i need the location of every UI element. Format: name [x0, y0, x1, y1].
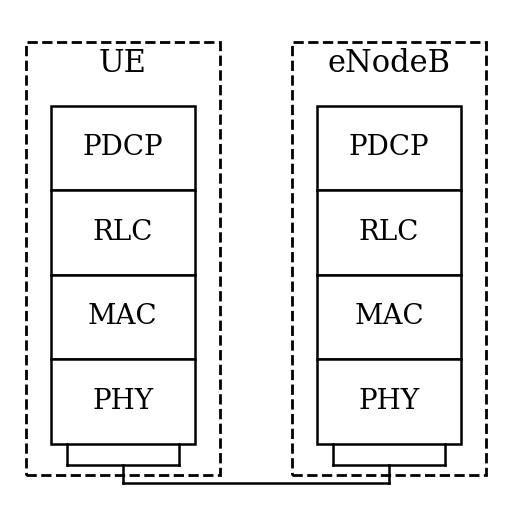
Text: eNodeB: eNodeB — [328, 48, 451, 79]
Bar — [51, 275, 195, 359]
Bar — [51, 106, 195, 190]
Text: RLC: RLC — [93, 219, 153, 246]
Bar — [292, 42, 486, 475]
Text: PHY: PHY — [92, 388, 154, 415]
Text: PDCP: PDCP — [349, 134, 430, 162]
Bar — [51, 359, 195, 444]
Bar — [317, 190, 461, 275]
Bar — [26, 42, 220, 475]
Text: RLC: RLC — [359, 219, 419, 246]
Text: MAC: MAC — [88, 303, 158, 331]
Text: UE: UE — [99, 48, 147, 79]
Bar — [317, 106, 461, 190]
Bar — [51, 190, 195, 275]
Bar — [317, 359, 461, 444]
Text: PDCP: PDCP — [82, 134, 163, 162]
Text: PHY: PHY — [358, 388, 420, 415]
Bar — [317, 275, 461, 359]
Text: MAC: MAC — [354, 303, 424, 331]
